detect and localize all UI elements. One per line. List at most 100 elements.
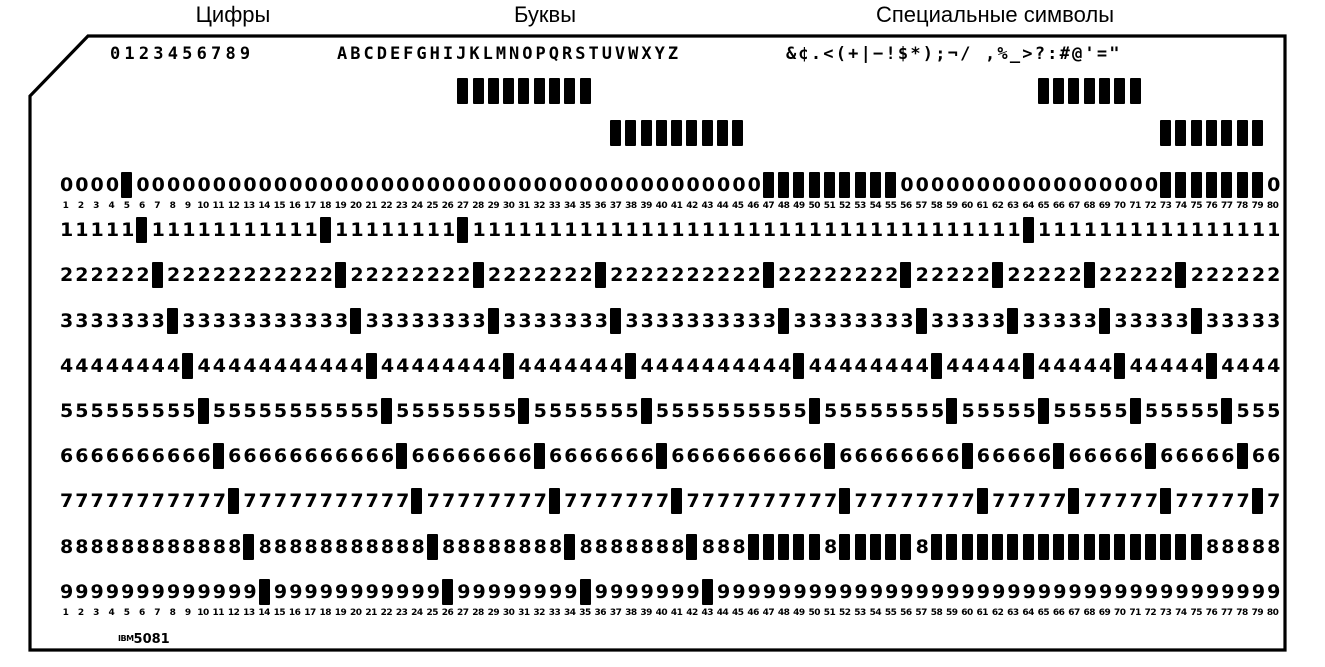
row-digit: 9: [289, 580, 303, 603]
row-digit: 3: [273, 309, 288, 332]
row-digit: 0: [533, 174, 547, 196]
row-digit: 1: [487, 219, 502, 242]
row-digit: 3: [579, 309, 593, 332]
row-digit: 3: [121, 309, 135, 332]
row-digit: 3: [808, 309, 822, 332]
row-digit: 5: [166, 400, 181, 422]
punch-hole: [503, 352, 515, 379]
row-digit: 0: [273, 174, 288, 196]
column-number: 9: [184, 607, 191, 618]
column-number: 73: [1159, 201, 1172, 211]
row-digit: 6: [380, 445, 395, 468]
row-digit: 4: [243, 354, 257, 377]
row-digit: 3: [396, 309, 410, 332]
row-digit: 4: [151, 354, 165, 377]
column-number: 48: [777, 201, 790, 211]
column-number: 24: [411, 201, 423, 211]
punch-hole: [900, 533, 912, 560]
row-digit: 9: [75, 580, 89, 603]
row-digit: 5: [457, 400, 471, 422]
row-digit: 3: [900, 309, 914, 332]
punch-hole: [350, 307, 362, 334]
row-digit: 6: [915, 445, 929, 468]
row-digit: 5: [1190, 400, 1204, 422]
punch-hole: [136, 217, 148, 244]
row-digit: 1: [992, 219, 1006, 242]
row-digit: 8: [182, 535, 196, 558]
row-digit: 2: [961, 264, 975, 287]
column-number: 4: [108, 201, 115, 211]
punch-hole: [640, 398, 652, 424]
column-number: 61: [976, 607, 989, 618]
punch-hole: [518, 78, 530, 104]
column-number: 41: [670, 607, 683, 618]
row-digit: 8: [411, 535, 425, 558]
row-digit: 5: [426, 400, 440, 422]
row-digit: 0: [1007, 174, 1021, 196]
row-digit: 3: [228, 309, 242, 332]
column-number: 78: [1236, 201, 1248, 211]
punch-hole: [778, 307, 790, 334]
row-digit: 9: [1083, 580, 1097, 603]
row-digit: 3: [1068, 309, 1082, 332]
row-digit: 9: [533, 580, 547, 603]
punch-hole: [548, 78, 560, 104]
legend-digits-text: 0123456789: [110, 44, 255, 64]
column-number: 21: [365, 201, 377, 211]
row-digit: 5: [1099, 400, 1113, 422]
row-digit: 4: [304, 354, 318, 377]
column-number: 8: [169, 201, 176, 211]
row-digit: 9: [1175, 580, 1189, 603]
punch-hole: [548, 488, 560, 515]
row-digit: 7: [442, 490, 456, 513]
row-digit: 2: [90, 264, 104, 287]
punch-hole: [793, 172, 805, 198]
punch-hole: [533, 443, 545, 470]
column-number: 32: [533, 201, 545, 211]
row-digit: 2: [1206, 264, 1220, 287]
column-number: 39: [640, 201, 652, 211]
punch-hole: [1053, 533, 1065, 560]
row-digit: 1: [1129, 219, 1143, 242]
row-digit: 9: [671, 580, 685, 603]
row-digit: 7: [182, 490, 196, 513]
row-digit: 2: [105, 264, 120, 287]
row-digit: 1: [105, 219, 120, 242]
punch-hole: [457, 78, 469, 104]
row-digit: 6: [166, 445, 181, 468]
row-digit: 2: [396, 264, 410, 287]
row-digit: 4: [1160, 354, 1174, 377]
column-number: 28: [472, 607, 484, 618]
row-digit: 1: [564, 219, 578, 242]
row-digit: 5: [1053, 400, 1067, 422]
row-digit: 5: [1206, 400, 1220, 422]
row-digit: 7: [946, 490, 960, 513]
row-digit: 9: [426, 580, 440, 603]
row-digit: 6: [197, 445, 211, 468]
punch-hole: [961, 443, 973, 470]
row-digit: 5: [854, 400, 868, 422]
row-digit: 5: [1251, 400, 1266, 422]
row-digit: 1: [671, 219, 685, 242]
row-digit: 3: [90, 309, 104, 332]
row-digit: 9: [60, 580, 74, 603]
row-digit: 7: [1007, 490, 1021, 513]
punch-hole: [1099, 533, 1111, 560]
row-digit: 9: [1068, 580, 1082, 603]
row-digit: 0: [212, 174, 227, 196]
punch-hole: [976, 488, 988, 515]
punch-hole: [121, 172, 133, 198]
row-digit: 3: [762, 309, 777, 332]
column-number: 51: [823, 201, 836, 211]
punch-hole: [762, 172, 774, 198]
row-digit: 3: [732, 309, 746, 332]
row-digit: 7: [900, 490, 914, 513]
row-digit: 2: [365, 264, 379, 287]
row-digit: 1: [701, 219, 715, 242]
row-digit: 7: [1022, 490, 1036, 513]
row-digit: 5: [304, 400, 318, 422]
punch-hole: [182, 352, 194, 379]
row-digit: 2: [350, 264, 364, 287]
column-number: 66: [1052, 607, 1065, 618]
row-digit: 4: [778, 354, 792, 377]
